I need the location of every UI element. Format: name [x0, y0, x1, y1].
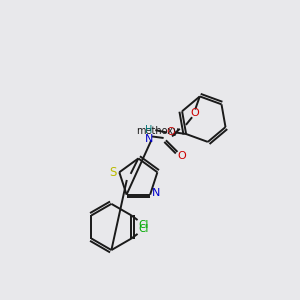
Text: O: O — [177, 151, 186, 161]
Text: methoxy: methoxy — [136, 126, 179, 136]
Text: Cl: Cl — [139, 224, 149, 234]
Text: Cl: Cl — [139, 220, 149, 230]
Text: N: N — [145, 134, 153, 144]
Text: S: S — [110, 166, 117, 179]
Text: N: N — [152, 188, 160, 198]
Text: O: O — [191, 108, 200, 118]
Text: H: H — [145, 125, 153, 135]
Text: O: O — [166, 128, 175, 137]
